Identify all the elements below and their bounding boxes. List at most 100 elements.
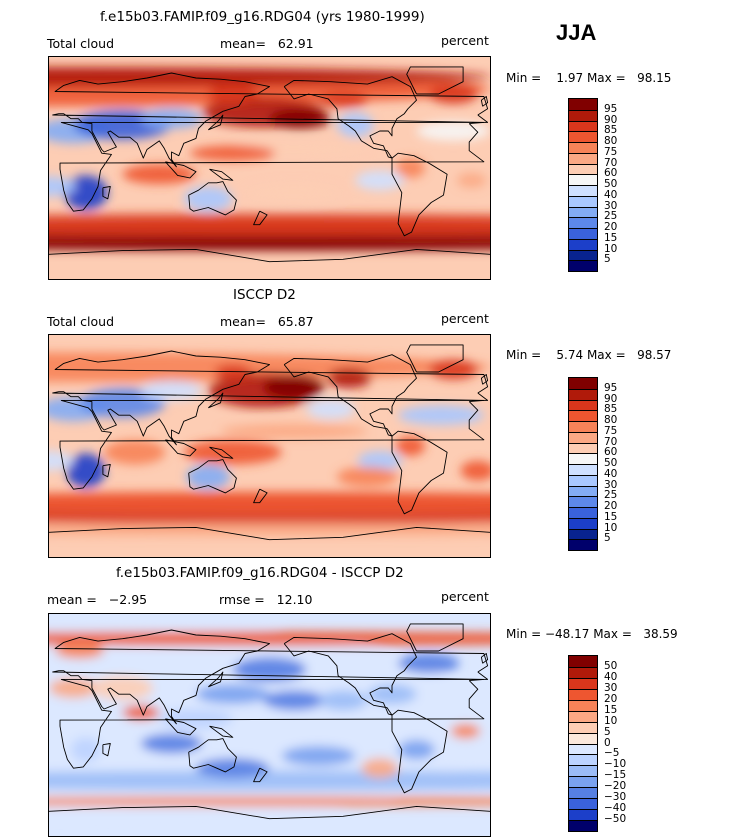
colorbar-label: 60 xyxy=(604,446,618,459)
colorbar-label: 80 xyxy=(604,135,618,147)
colorbar-label: 75 xyxy=(604,145,618,158)
units-label: percent xyxy=(441,589,489,604)
coastlines xyxy=(49,344,490,541)
colorbar-label: 40 xyxy=(604,670,618,683)
colorbar-swatch xyxy=(569,152,597,164)
colorbar-swatch xyxy=(569,399,597,411)
colorbar-swatch xyxy=(569,474,597,486)
colorbar-swatch xyxy=(569,249,597,261)
colorbar-swatch xyxy=(569,410,597,421)
colorbar-label: 40 xyxy=(604,188,618,201)
colorbar-swatch xyxy=(569,666,597,678)
colorbar-label: 10 xyxy=(604,714,618,727)
colorbar-label: 15 xyxy=(604,703,618,716)
colorbar-swatch xyxy=(569,206,597,218)
colorbar-label: 70 xyxy=(604,156,618,169)
colorbar-label: 95 xyxy=(604,102,618,115)
colorbar-label: 10 xyxy=(604,242,618,255)
colorbar-label: 85 xyxy=(604,403,618,416)
colorbar-label: 75 xyxy=(604,424,618,437)
colorbar-label: 90 xyxy=(604,113,618,126)
colorbar-label: 30 xyxy=(604,199,618,212)
panel-title: f.e15b03.FAMIP.f09_g16.RDG04 - ISCCP D2 xyxy=(116,565,404,581)
colorbar-swatch xyxy=(569,517,597,529)
colorbar-label: 20 xyxy=(604,692,618,705)
colorbar-swatch xyxy=(569,163,597,175)
colorbar-label: −15 xyxy=(604,769,627,782)
colorbar-label: 85 xyxy=(604,124,618,137)
colorbar-swatch xyxy=(569,809,597,821)
colorbar-swatch xyxy=(569,677,597,689)
colorbar-label: 25 xyxy=(604,210,618,223)
colorbar-swatch xyxy=(569,776,597,788)
colorbar-label: 50 xyxy=(604,457,618,469)
colorbar-swatch xyxy=(569,743,597,755)
colorbar-swatch xyxy=(569,217,597,228)
colorbar-label: −20 xyxy=(604,780,627,793)
coastlines xyxy=(49,66,490,263)
season-label: JJA xyxy=(556,20,597,45)
units-label: percent xyxy=(441,33,489,48)
colorbar-label: 30 xyxy=(604,681,618,694)
colorbar xyxy=(568,98,598,272)
colorbar-label: −30 xyxy=(604,791,627,804)
range-label: Min = −48.17 Max = 38.59 xyxy=(506,627,678,641)
colorbar-label: −10 xyxy=(604,758,627,771)
colorbar-swatch xyxy=(569,507,597,518)
colorbar-swatch xyxy=(569,174,597,185)
colorbar-swatch xyxy=(569,238,597,250)
colorbar-label: −40 xyxy=(604,802,627,815)
colorbar-swatch xyxy=(569,721,597,733)
colorbar-swatch xyxy=(569,388,597,400)
colorbar-label: 15 xyxy=(604,510,618,523)
colorbar xyxy=(568,377,598,551)
colorbar-label: 70 xyxy=(604,435,618,448)
colorbar-swatch xyxy=(569,710,597,722)
range-label: Min = 1.97 Max = 98.15 xyxy=(506,71,672,85)
colorbar-swatch xyxy=(569,688,597,700)
colorbar-label: 20 xyxy=(604,500,618,512)
colorbar-swatch xyxy=(569,442,597,454)
colorbar-label: 20 xyxy=(604,221,618,233)
map-panel xyxy=(48,613,491,837)
panel-title: ISCCP D2 xyxy=(233,287,296,303)
colorbar-swatch xyxy=(569,99,597,110)
colorbar-swatch xyxy=(569,798,597,810)
colorbar-label: 50 xyxy=(604,178,618,190)
colorbar-swatch xyxy=(569,378,597,389)
colorbar-swatch xyxy=(569,431,597,443)
colorbar-swatch xyxy=(569,699,597,711)
colorbar-label: 50 xyxy=(604,659,618,672)
colorbar-swatch xyxy=(569,131,597,142)
colorbar-swatch xyxy=(569,195,597,207)
colorbar-swatch xyxy=(569,453,597,464)
map-panel xyxy=(48,56,491,280)
colorbar-swatch xyxy=(569,120,597,132)
colorbar-label: 30 xyxy=(604,478,618,491)
colorbar-swatch xyxy=(569,496,597,507)
colorbar-label: 90 xyxy=(604,392,618,405)
colorbar-label: 95 xyxy=(604,381,618,394)
colorbar-label: −5 xyxy=(604,747,620,760)
colorbar-label: 25 xyxy=(604,489,618,502)
mean-label: mean= 62.91 xyxy=(220,36,314,51)
colorbar-swatch xyxy=(569,539,597,550)
colorbar-label: 80 xyxy=(604,414,618,426)
colorbar-swatch xyxy=(569,656,597,667)
panel-title: f.e15b03.FAMIP.f09_g16.RDG04 (yrs 1980-1… xyxy=(100,9,425,25)
colorbar-label: 60 xyxy=(604,167,618,180)
mean-label: mean= 65.87 xyxy=(220,314,314,329)
colorbar xyxy=(568,655,598,832)
colorbar-swatch xyxy=(569,485,597,497)
colorbar-label: 5 xyxy=(604,725,611,738)
mean-label: mean = −2.95 xyxy=(47,592,148,607)
colorbar-label: 15 xyxy=(604,231,618,244)
coastlines xyxy=(49,623,490,820)
colorbar-swatch xyxy=(569,754,597,766)
colorbar-swatch xyxy=(569,142,597,153)
colorbar-label: 5 xyxy=(604,253,611,266)
colorbar-label: 0 xyxy=(604,736,611,749)
rmse-label: rmse = 12.10 xyxy=(219,592,313,607)
colorbar-swatch xyxy=(569,732,597,744)
map-panel xyxy=(48,334,491,558)
